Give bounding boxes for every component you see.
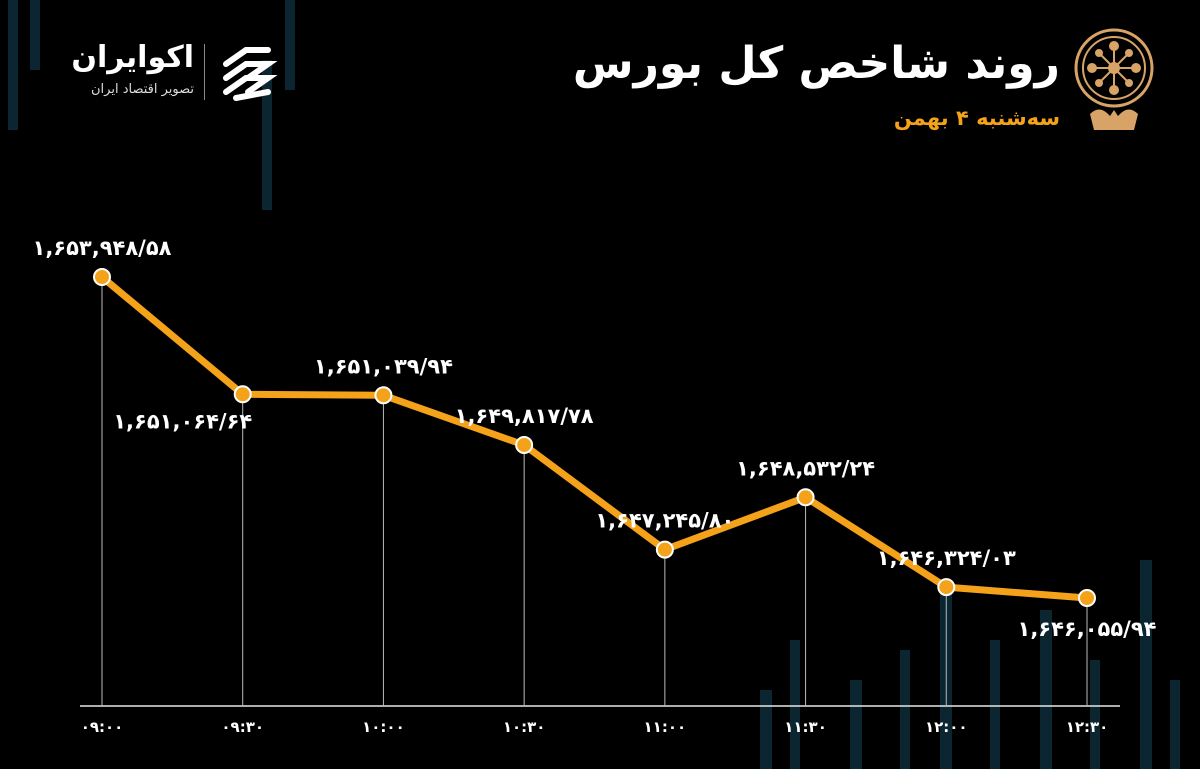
data-label: ۱,۶۵۳,۹۴۸/۵۸	[33, 236, 172, 260]
data-label: ۱,۶۴۷,۲۴۵/۸۰	[595, 509, 734, 533]
data-label: ۱,۶۴۶,۳۲۴/۰۳	[877, 546, 1016, 570]
data-label: ۱,۶۴۹,۸۱۷/۷۸	[455, 404, 594, 428]
data-label: ۱,۶۴۸,۵۳۲/۲۴	[736, 456, 875, 480]
brand: اکوایران تصویر اقتصاد ایران	[44, 36, 294, 106]
x-tick-label: ۱۲:۰۰	[925, 718, 968, 736]
brand-divider	[204, 44, 205, 100]
x-tick-label: ۰۹:۰۰	[81, 718, 124, 736]
x-tick-label: ۱۰:۰۰	[362, 718, 405, 736]
tehran-stock-exchange-emblem-icon	[1074, 28, 1154, 130]
data-point	[655, 540, 674, 559]
page-title: روند شاخص کل بورس	[572, 38, 1060, 89]
data-label: ۱,۶۴۶,۰۵۵/۹۴	[1018, 617, 1157, 641]
x-tick-label: ۱۱:۳۰	[784, 718, 827, 736]
brand-tagline: تصویر اقتصاد ایران	[91, 82, 194, 97]
data-point	[93, 268, 111, 286]
x-tick-label: ۱۱:۰۰	[644, 718, 687, 736]
data-point	[374, 386, 393, 405]
x-tick-label: ۱۰:۳۰	[503, 718, 546, 736]
data-label: ۱,۶۵۱,۰۶۴/۶۴	[113, 409, 252, 433]
data-point	[233, 385, 252, 404]
data-point	[1078, 589, 1096, 607]
data-point	[796, 488, 815, 507]
x-tick-label: ۱۲:۳۰	[1066, 718, 1109, 736]
brand-name: اکوایران	[71, 40, 194, 75]
x-tick-label: ۰۹:۳۰	[221, 718, 264, 736]
index-line	[98, 273, 1091, 602]
page-date: سه‌شنبه ۴ بهمن	[893, 106, 1060, 130]
data-label: ۱,۶۵۱,۰۳۹/۹۴	[314, 354, 453, 378]
data-point	[515, 436, 534, 455]
data-point	[937, 578, 956, 597]
ecoiran-logo-icon	[223, 47, 278, 101]
